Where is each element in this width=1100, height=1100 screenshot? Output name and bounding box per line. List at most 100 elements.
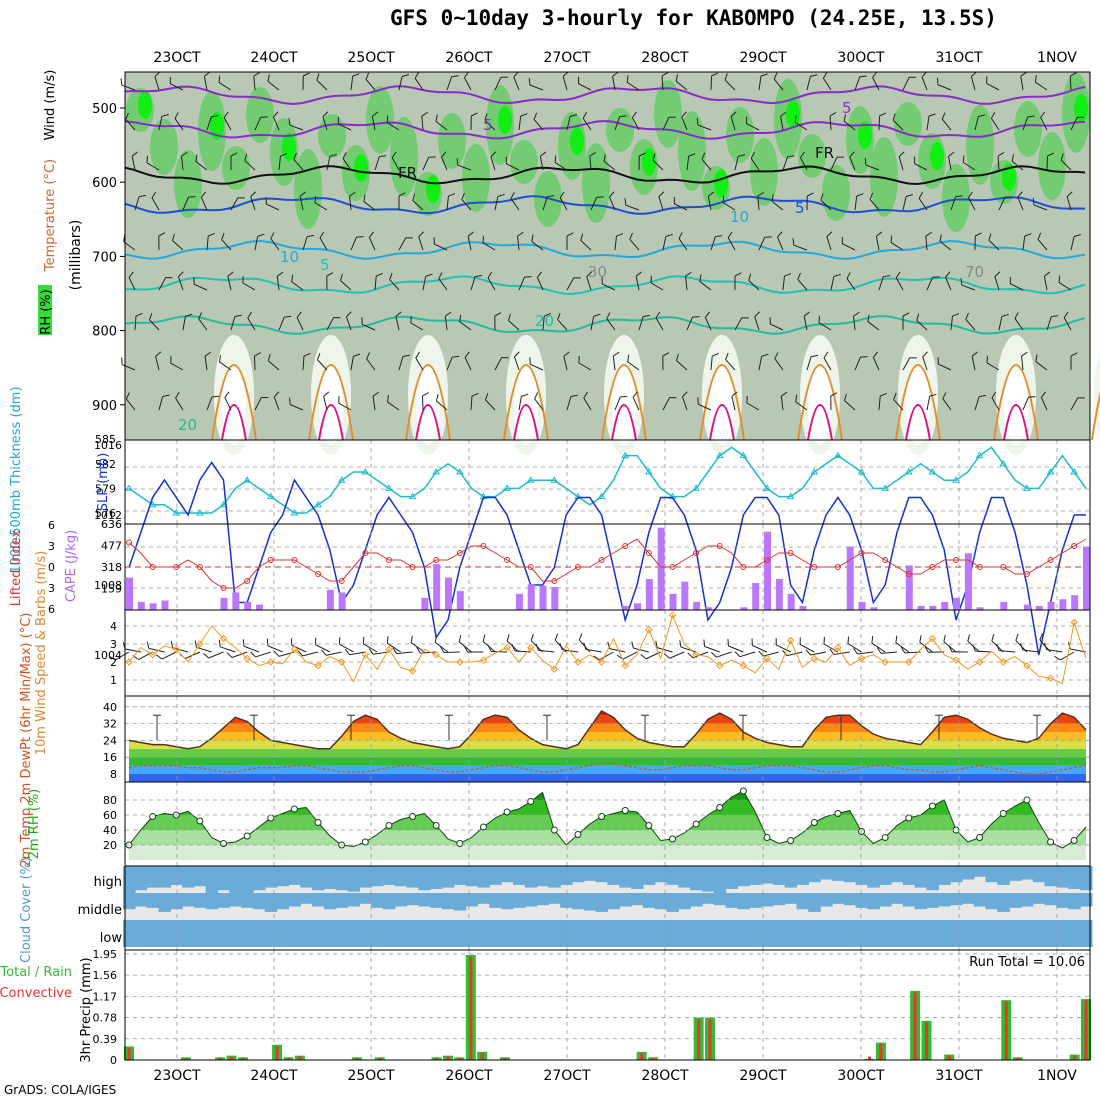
top-date-label: 28OCT: [641, 50, 689, 66]
rh-shade-moderate: [1014, 101, 1042, 157]
thickness-marker: [975, 451, 984, 459]
wind-barb-flag: [921, 71, 928, 78]
wind-barb-flag: [174, 112, 179, 119]
thickness-marker: [763, 484, 771, 491]
wind-barb: [1040, 397, 1048, 411]
wind-barb: [319, 237, 328, 251]
wind-barb: [134, 315, 137, 331]
cloud-bar-high: [335, 866, 349, 891]
bottom-date-label: 28OCT: [641, 1068, 689, 1084]
wind-barb: [230, 316, 236, 331]
wind-barb: [614, 396, 621, 411]
wind-barb-flag: [1070, 72, 1077, 77]
wind-barb-flag: [484, 113, 488, 121]
cloud-bar-high: [371, 866, 384, 887]
chart-title: GFS 0~10day 3-hourly for KABOMPO (24.25E…: [390, 6, 997, 30]
cloud-bar-low: [737, 920, 750, 947]
cloud-bar-low: [158, 920, 171, 947]
wind-barb-flag: [586, 271, 592, 278]
wind-barb-flag: [632, 391, 638, 398]
cloud-bar-low: [973, 920, 987, 947]
wind-barb: [942, 398, 952, 411]
thickness-marker: [148, 500, 157, 508]
wind-barb: [734, 317, 743, 331]
lifted-index-marker: [291, 557, 298, 563]
cloud-bar-middle: [666, 893, 679, 912]
wind-barb: [542, 196, 548, 211]
wind-barb: [518, 116, 522, 131]
wind-speed-marker: [550, 665, 559, 673]
wind-barb-flag: [968, 191, 973, 198]
wind-barb: [612, 356, 616, 371]
temp-contour-40: [807, 404, 833, 441]
cloud-bar-middle: [985, 893, 998, 910]
cloud-bar-middle: [1032, 893, 1046, 904]
cloud-bar-low: [512, 920, 526, 947]
cloud-bar-high: [607, 866, 620, 885]
lifted-index-marker: [456, 550, 463, 556]
cloud-bar-low: [1044, 920, 1058, 947]
rh-marker: [1070, 837, 1078, 844]
temperature-band: [129, 740, 1086, 749]
wind-barb: [566, 396, 572, 411]
cape-tick-label: 636: [101, 518, 122, 531]
wind-barb: [971, 356, 976, 371]
precip-convective-bar: [947, 1055, 951, 1060]
cloud-bar-high: [890, 866, 904, 883]
cloud-bar-high: [713, 866, 727, 893]
wind-barb-flag: [685, 271, 692, 277]
cloud-bar-low: [831, 920, 845, 947]
surface-wind-barb-flag: [297, 650, 303, 657]
wind-barb: [529, 84, 544, 91]
wind-barb-flag: [929, 393, 937, 397]
cape-bar: [421, 597, 429, 610]
rh-marker: [881, 834, 889, 841]
wind-barb-flag: [849, 151, 855, 158]
wind-barb: [994, 276, 1000, 291]
temp-contour-40: [611, 404, 637, 441]
wind-barb-flag: [296, 311, 302, 318]
precip-convective-bar: [708, 1019, 712, 1060]
surface-wind-barb: [255, 651, 271, 658]
cape-bar: [752, 583, 760, 610]
rh-marker: [834, 810, 842, 817]
wind-barb-flag: [244, 153, 248, 161]
wind-barb-flag: [731, 391, 738, 397]
wind-barb: [632, 397, 640, 411]
wind-barb-flag: [994, 271, 1001, 277]
wind-speed-marker: [337, 658, 346, 666]
wind-barb-flag: [326, 272, 334, 277]
precip-convective-bar: [218, 1057, 222, 1060]
wind-barb: [998, 316, 1003, 331]
wind-barb-flag: [997, 152, 1005, 157]
surface-wind-barb: [373, 651, 389, 655]
wind-barb: [675, 80, 688, 91]
thickness-marker: [810, 468, 819, 475]
surface-wind-barb-flag: [1015, 633, 1019, 641]
wind-barb: [470, 276, 476, 291]
lifted-index-marker: [716, 543, 723, 549]
cloud-bar-high: [642, 866, 656, 885]
cloud-bar-middle: [371, 893, 384, 908]
wind-barb: [1022, 236, 1026, 251]
wind-barb: [606, 318, 616, 331]
wind-barb: [221, 239, 232, 251]
cloud-bar-high: [288, 866, 301, 885]
cape-bar: [799, 605, 807, 610]
wind-barb: [892, 119, 904, 131]
wind-barb-flag: [675, 74, 679, 82]
wind-barb-flag: [715, 235, 723, 238]
temperature-contour: [124, 239, 1086, 260]
wind-barb-flag: [280, 153, 288, 157]
temperature-band: [129, 757, 1086, 766]
wind-barb-flag: [1027, 115, 1035, 118]
surface-wind-barb-flag: [924, 645, 929, 653]
cloud-bar-low: [749, 920, 762, 947]
cape-bar: [149, 603, 157, 610]
cloud-bar-high: [1020, 866, 1034, 880]
wind-barb-flag: [257, 233, 265, 237]
rh-tick-label: 80: [103, 794, 117, 807]
precip-convective-bar: [287, 1057, 290, 1060]
cloud-layer-label-high: high: [94, 875, 122, 890]
top-date-label: 27OCT: [543, 50, 591, 66]
